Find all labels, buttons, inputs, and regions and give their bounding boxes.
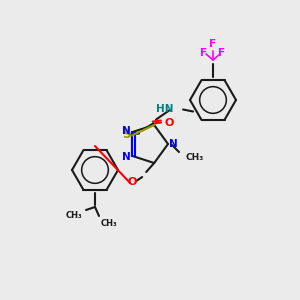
Text: CH₃: CH₃ [101, 220, 117, 229]
Text: N: N [122, 126, 131, 136]
Text: F: F [209, 39, 217, 49]
Text: O: O [164, 118, 174, 128]
Text: HN: HN [156, 103, 173, 113]
Text: CH₃: CH₃ [186, 152, 204, 161]
Text: S: S [122, 128, 130, 141]
Text: CH₃: CH₃ [66, 212, 82, 220]
Text: F: F [218, 48, 226, 58]
Text: O: O [128, 177, 137, 187]
Text: N: N [169, 139, 177, 149]
Text: N: N [122, 152, 131, 162]
Text: F: F [200, 48, 208, 58]
